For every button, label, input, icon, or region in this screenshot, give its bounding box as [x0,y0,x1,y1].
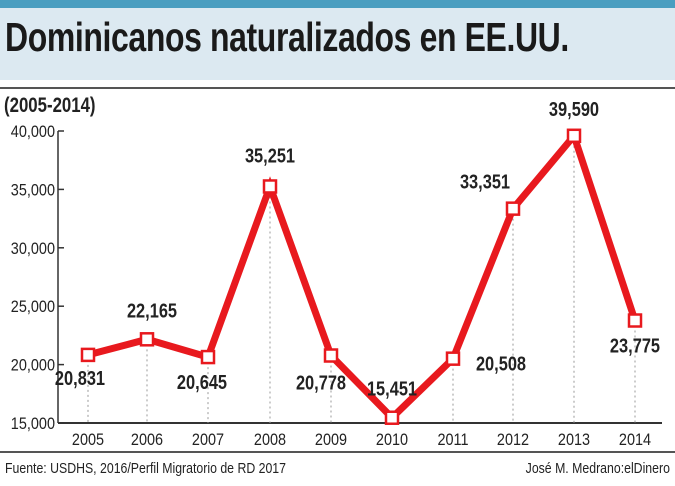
credit-note: José M. Medrano:elDinero [525,460,670,477]
chart-title: Dominicanos naturalizados en EE.UU. [5,14,569,60]
header-band [0,8,675,80]
y-tick-label: 40,000 [11,123,55,141]
data-point-marker [627,313,643,328]
y-tick-label: 35,000 [11,181,55,199]
data-point-marker [323,348,339,363]
data-label: 39,590 [549,97,599,120]
x-tick-label: 2014 [619,431,651,449]
x-tick-label: 2006 [131,431,163,449]
footer-divider [0,451,675,453]
data-label: 20,645 [177,370,227,393]
data-point-marker [80,347,96,363]
data-line [87,128,639,423]
x-tick-label: 2012 [497,431,529,449]
x-tick-label: 2007 [192,431,224,449]
data-point-marker [200,349,216,365]
y-tick-label: 15,000 [11,415,55,433]
y-tick-label: 25,000 [11,298,55,316]
data-label: 20,508 [476,352,526,375]
x-tick-label: 2011 [437,431,468,449]
header-divider [0,87,675,89]
data-point-marker [505,201,521,216]
data-point-marker [384,410,400,425]
data-point-marker [445,351,461,366]
data-label: 20,778 [296,371,346,394]
data-label: 33,351 [460,170,510,193]
chart-subtitle: (2005-2014) [4,94,96,117]
data-point-marker [139,332,155,347]
data-point-marker [566,128,582,144]
y-tick-label: 30,000 [11,240,55,258]
data-label: 22,165 [127,299,177,322]
data-point-marker [262,179,278,194]
x-tick-label: 2013 [558,431,590,449]
data-label: 15,451 [367,377,417,400]
x-tick-label: 2009 [315,431,347,449]
data-label: 23,775 [610,334,660,357]
source-note: Fuente: USDHS, 2016/Perfil Migratorio de… [5,460,286,477]
top-bar [0,0,675,8]
data-label: 35,251 [245,144,295,167]
data-label: 20,831 [55,366,105,389]
x-tick-label: 2005 [72,431,104,449]
x-tick-label: 2008 [254,431,286,449]
x-tick-label: 2010 [376,431,408,449]
y-tick-label: 20,000 [11,357,55,375]
